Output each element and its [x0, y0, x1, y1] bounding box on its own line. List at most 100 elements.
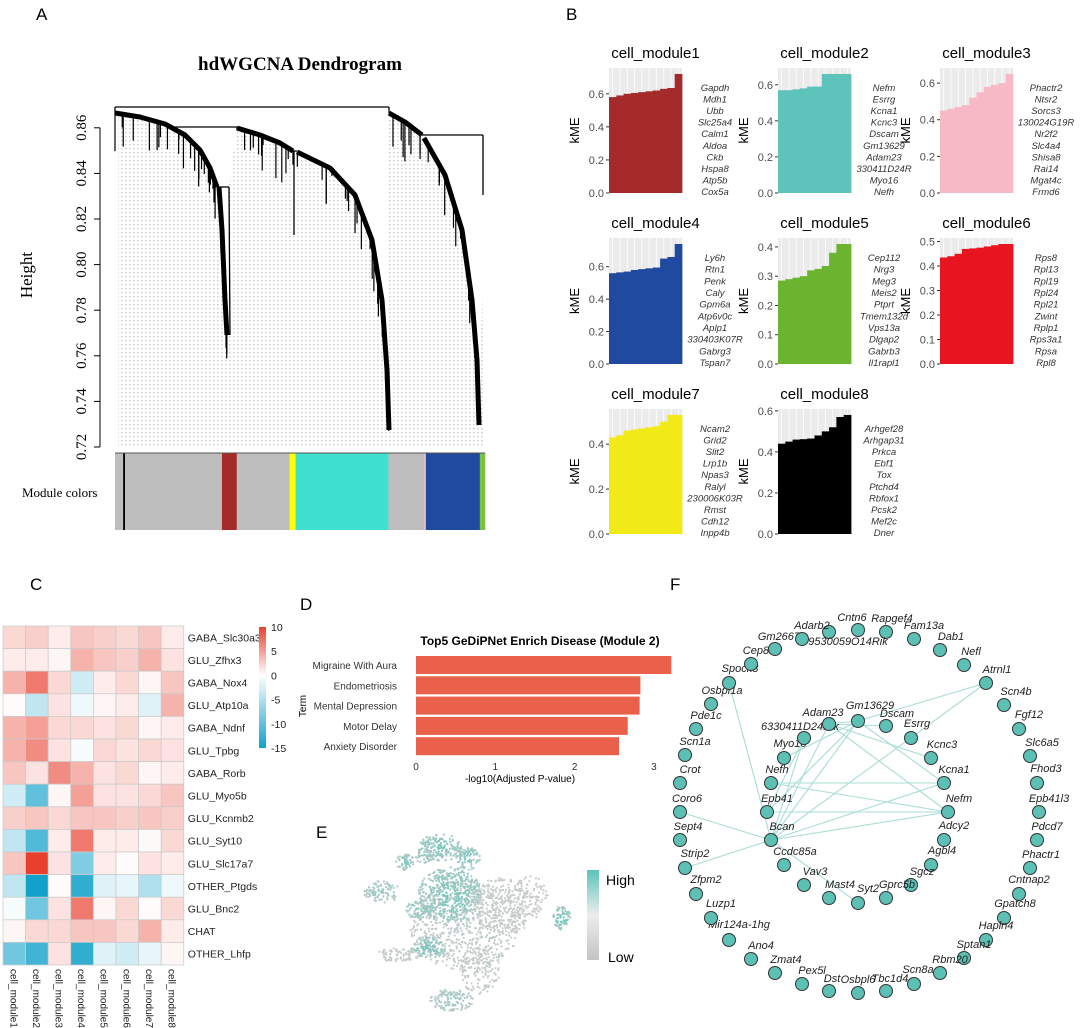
network-node[interactable]: Nefh: [764, 764, 789, 790]
network-node[interactable]: Dst: [822, 973, 842, 998]
umap-cell-point: [484, 953, 487, 956]
network-node[interactable]: Coro6: [672, 793, 703, 819]
network-node[interactable]: Kcna1: [937, 764, 970, 790]
network-node-label: Epb41: [761, 793, 793, 805]
network-node[interactable]: Dab1: [933, 631, 965, 657]
network-node[interactable]: Sgcz: [904, 866, 935, 892]
network-node-circle: [879, 719, 893, 733]
network-node[interactable]: 6330411D24Rik: [761, 721, 840, 745]
network-node[interactable]: Ccdc85a: [773, 846, 817, 872]
umap-cell-point: [455, 855, 458, 858]
panel-label-f: F: [670, 575, 680, 594]
network-node[interactable]: Nefm: [941, 793, 973, 819]
kme-chart-7: cell_module70.00.20.4kMENcam2Grid2Slit2L…: [567, 386, 743, 541]
network-node[interactable]: Rbm20: [932, 954, 969, 980]
umap-cell-point: [424, 956, 427, 959]
network-node[interactable]: Tbc1d4: [872, 973, 909, 998]
umap-cell-point: [479, 915, 482, 918]
network-node[interactable]: Vav3: [797, 866, 829, 892]
network-node[interactable]: Syt2: [851, 883, 880, 910]
network-node-label: Vav3: [803, 866, 829, 878]
network-node[interactable]: Kcnc3: [924, 739, 959, 765]
kme-chart-title: cell_module7: [611, 386, 699, 403]
umap-cell-point: [439, 941, 442, 944]
network-node[interactable]: Scn4b: [997, 686, 1032, 712]
y-tick-label: 0.2: [758, 488, 773, 500]
network-node[interactable]: Adam23: [802, 707, 845, 731]
network-node[interactable]: Slc6a5: [1023, 737, 1060, 763]
network-node[interactable]: Gpatch8: [994, 898, 1037, 925]
network-node[interactable]: Pde1c: [689, 710, 723, 736]
network-node[interactable]: Gprc5b: [879, 879, 915, 905]
network-node[interactable]: Zmat4: [768, 954, 802, 980]
network-node[interactable]: Cep83: [743, 645, 776, 671]
umap-cell-point: [488, 948, 491, 952]
module-color-segment: [295, 453, 389, 530]
umap-cell-point: [441, 847, 445, 850]
network-node[interactable]: Crot: [673, 764, 702, 790]
network-node[interactable]: Adcy2: [937, 820, 970, 847]
heatmap-cell: [2, 648, 26, 672]
network-node[interactable]: Fhod3: [1030, 763, 1062, 790]
network-node[interactable]: Adarb2: [793, 620, 836, 639]
network-node[interactable]: Mast4: [822, 879, 855, 905]
network-node[interactable]: 9530059O14Rik: [795, 632, 889, 649]
network-node[interactable]: Agbl4: [924, 845, 957, 872]
network-node[interactable]: Bcan: [764, 821, 795, 847]
network-node[interactable]: Gm13629: [846, 700, 894, 728]
network-node[interactable]: Mir124a-1hg: [708, 919, 771, 947]
heatmap-cell: [2, 738, 26, 762]
network-node[interactable]: Pex5l: [795, 965, 827, 991]
network-node[interactable]: Rapgef4: [871, 613, 913, 639]
kme-bar: [829, 427, 837, 534]
heatmap-cell: [115, 761, 139, 785]
umap-cell-point: [453, 896, 456, 899]
umap-cell-point: [500, 945, 503, 948]
umap-cell-point: [435, 893, 438, 896]
network-node-label: 6330411D24Rik: [761, 721, 840, 733]
network-node[interactable]: Scn8a: [902, 964, 934, 991]
umap-cell-point: [474, 884, 477, 888]
umap-cell-point: [405, 909, 408, 912]
network-node[interactable]: Sept4: [673, 821, 703, 847]
umap-cell-point: [438, 891, 441, 894]
umap-cell-point: [504, 910, 507, 913]
network-node[interactable]: Phactr1: [1022, 849, 1060, 875]
network-node-label: Agbl4: [927, 845, 956, 857]
panel-label-e: E: [316, 823, 327, 842]
umap-cell-point: [448, 898, 451, 901]
umap-cell-point: [485, 912, 488, 915]
gene-label: Ptprt: [874, 300, 894, 311]
umap-cell-point: [399, 956, 403, 959]
umap-cell-point: [442, 926, 445, 929]
network-node[interactable]: Dscam: [879, 708, 915, 733]
network-node[interactable]: Scn1a: [678, 736, 711, 762]
network-node[interactable]: Zfpm2: [689, 874, 722, 901]
network-node[interactable]: Osbpl6: [841, 974, 877, 1000]
network-node[interactable]: Hapln4: [979, 920, 1014, 947]
umap-cell-point: [416, 943, 419, 946]
network-node[interactable]: Epb41l3: [1029, 793, 1070, 819]
network-node[interactable]: Gm26673: [758, 631, 807, 656]
network-node[interactable]: Fgf12: [1012, 709, 1044, 736]
network-node[interactable]: Epb41: [760, 793, 793, 819]
network-node[interactable]: Fam13a: [904, 620, 944, 646]
network-node[interactable]: Esrrg: [904, 718, 931, 745]
umap-cell-point: [418, 848, 421, 852]
network-node[interactable]: Atrnl1: [979, 664, 1012, 690]
network-node[interactable]: Cntn6: [837, 612, 868, 637]
network-node[interactable]: Ano4: [744, 940, 774, 966]
network-node[interactable]: Cntnap2: [1008, 874, 1050, 901]
umap-cell-point: [453, 888, 456, 891]
network-node[interactable]: Sptan1: [957, 939, 992, 965]
network-node[interactable]: Myo16: [773, 738, 807, 765]
umap-legend-gradient: [587, 870, 599, 960]
network-node[interactable]: Osbpl1a: [702, 685, 743, 711]
network-node[interactable]: Luzp1: [704, 898, 736, 925]
umap-cell-point: [452, 854, 455, 857]
umap-cell-point: [405, 866, 408, 869]
network-node[interactable]: Nefl: [957, 646, 982, 672]
network-node[interactable]: Strip2: [678, 848, 710, 875]
heatmap-cell: [93, 851, 117, 875]
network-node[interactable]: Pdcd7: [1030, 821, 1064, 847]
